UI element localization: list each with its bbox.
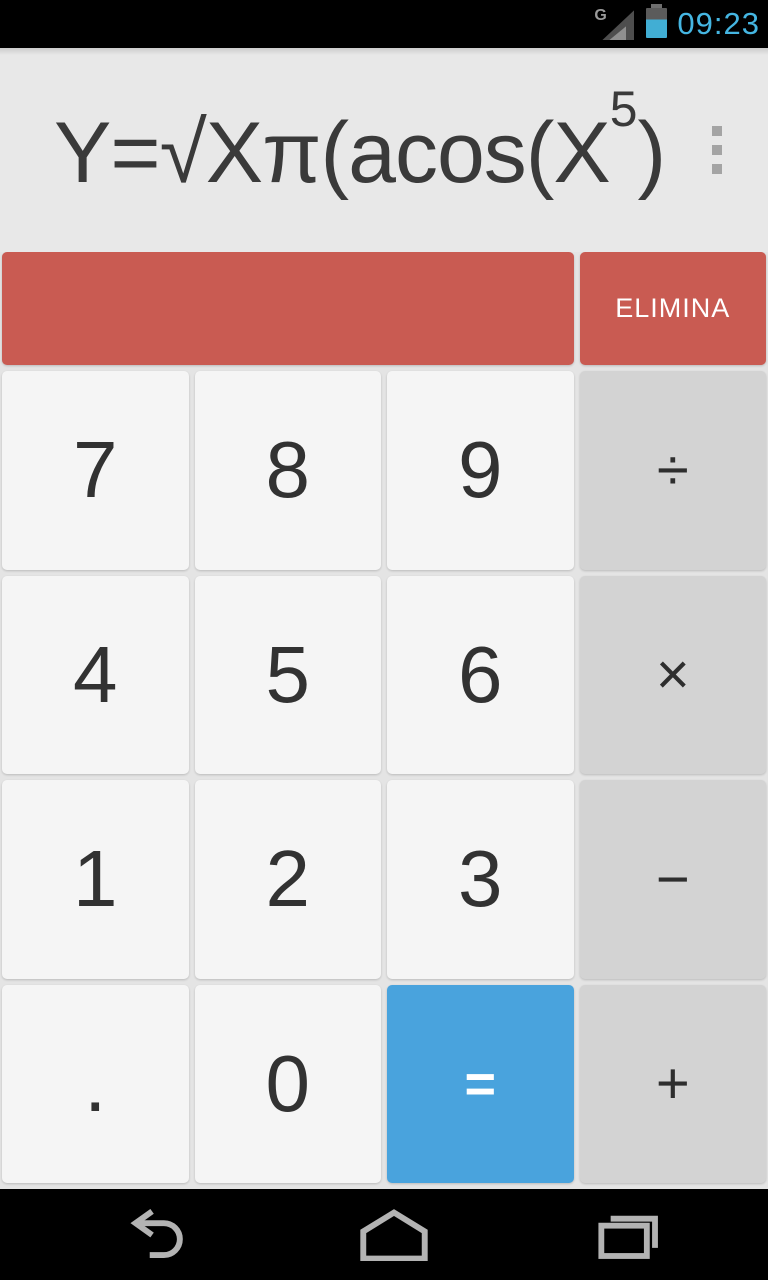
recents-icon: [592, 1209, 662, 1261]
key-plus[interactable]: +: [579, 984, 766, 1183]
key-2[interactable]: 2: [194, 780, 381, 979]
key-9[interactable]: 9: [387, 371, 574, 570]
formula-exponent: 5: [609, 80, 638, 137]
keypad: ELIMINA 7 8 9 ÷ 4 5 6 × 1 2 3 − . 0 = +: [0, 252, 768, 1189]
signal-icon: G: [592, 6, 636, 42]
key-minus[interactable]: −: [579, 780, 766, 979]
formula-tail: ): [637, 104, 667, 201]
home-button[interactable]: [356, 1208, 432, 1261]
key-1[interactable]: 1: [2, 780, 189, 979]
key-6[interactable]: 6: [387, 575, 574, 774]
key-equals[interactable]: =: [387, 984, 574, 1183]
status-bar: G 09:23: [0, 0, 768, 48]
status-clock: 09:23: [677, 6, 760, 41]
home-icon: [356, 1208, 432, 1261]
formula-main: Y=√Xπ(acos(X: [54, 104, 611, 201]
delete-button[interactable]: ELIMINA: [579, 252, 766, 365]
battery-icon: [646, 4, 668, 38]
navigation-bar: [0, 1189, 768, 1280]
overflow-menu-icon[interactable]: [706, 116, 728, 184]
formula-display-area[interactable]: Y=√Xπ(acos(X5): [0, 48, 768, 252]
key-dot[interactable]: .: [2, 984, 189, 1183]
formula-text: Y=√Xπ(acos(X5): [0, 81, 667, 203]
key-4[interactable]: 4: [2, 575, 189, 774]
key-divide[interactable]: ÷: [579, 371, 766, 570]
key-8[interactable]: 8: [194, 371, 381, 570]
recents-button[interactable]: [592, 1209, 662, 1261]
key-5[interactable]: 5: [194, 575, 381, 774]
key-7[interactable]: 7: [2, 371, 189, 570]
red-strip-button[interactable]: [2, 252, 574, 365]
back-icon: [120, 1208, 196, 1261]
key-0[interactable]: 0: [194, 984, 381, 1183]
back-button[interactable]: [120, 1208, 196, 1261]
key-multiply[interactable]: ×: [579, 575, 766, 774]
network-type-label: G: [594, 7, 607, 24]
key-3[interactable]: 3: [387, 780, 574, 979]
